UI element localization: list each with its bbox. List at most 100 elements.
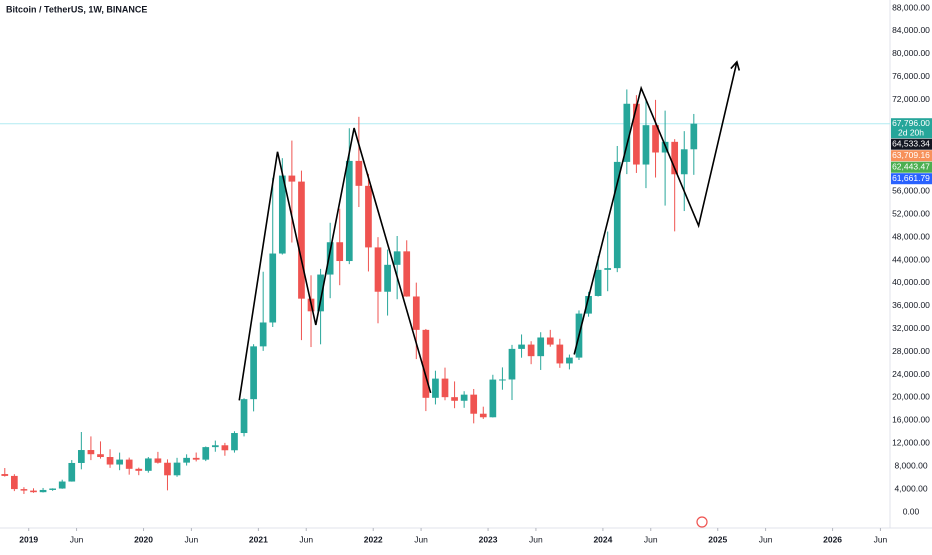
candle-body — [30, 490, 37, 493]
price-tag — [891, 138, 932, 150]
x-tick-label: 2023 — [479, 534, 498, 544]
x-tick-label: 2026 — [823, 534, 842, 544]
candle-body — [202, 447, 210, 460]
candle-body — [144, 458, 152, 471]
price-tag-label: 64,533.34 — [892, 138, 930, 148]
candle-body — [671, 141, 679, 175]
x-tick-label: 2024 — [593, 534, 612, 544]
candle-body — [317, 274, 324, 312]
y-tick-label: 80,000.00 — [892, 48, 930, 58]
candle-body — [527, 344, 535, 357]
candle-body — [135, 468, 143, 471]
candle-body — [432, 378, 439, 398]
candle-body — [623, 103, 631, 162]
x-tick-label: Jun — [299, 534, 313, 544]
candle-body — [326, 242, 334, 275]
candle-body — [652, 125, 659, 153]
candle-body — [269, 253, 277, 323]
countdown: 2d 20h — [898, 127, 924, 137]
candle-body — [259, 322, 267, 347]
candle-body — [470, 394, 478, 414]
candle-body — [642, 125, 650, 165]
price-tag-label: 63,709.16 — [892, 150, 930, 160]
candle-body — [39, 489, 47, 493]
candle-body — [20, 489, 28, 491]
candle-body — [1, 474, 9, 476]
candle-body — [566, 357, 573, 364]
y-tick-label: 12,000.00 — [892, 438, 930, 448]
x-tick-label: Jun — [414, 534, 428, 544]
y-tick-label: 40,000.00 — [892, 277, 930, 287]
x-tick-label: Jun — [70, 534, 84, 544]
price-tag — [891, 118, 932, 139]
x-tick-label: 2020 — [134, 534, 153, 544]
candle-body — [680, 149, 688, 175]
x-tick-label: Jun — [185, 534, 199, 544]
arrow-head — [730, 60, 741, 71]
y-tick-label: 0.00 — [903, 506, 920, 516]
candle-body — [231, 433, 238, 451]
candle-body — [613, 161, 621, 269]
candle-body — [154, 458, 162, 463]
x-tick-label: Jun — [759, 534, 773, 544]
candle-body — [594, 269, 602, 296]
event-icon[interactable] — [696, 516, 708, 528]
candle-body — [518, 344, 525, 349]
candle-body — [384, 264, 391, 292]
x-tick-label: 2021 — [249, 534, 268, 544]
price-tag — [891, 161, 932, 173]
y-tick-label: 52,000.00 — [892, 208, 930, 218]
x-tick-label: Jun — [874, 534, 888, 544]
candle-body — [441, 378, 449, 398]
price-tag-label: 67,796.00 — [892, 118, 930, 128]
x-tick-label: 2019 — [19, 534, 38, 544]
candle-body — [336, 242, 344, 262]
candle-body — [221, 445, 229, 451]
x-tick-label: Jun — [529, 534, 543, 544]
x-tick-label: Jun — [644, 534, 658, 544]
candle-body — [192, 457, 200, 460]
candle-body — [556, 344, 564, 364]
candle-body — [546, 337, 554, 345]
candle-body — [298, 181, 305, 299]
candle-body — [508, 348, 516, 380]
y-tick-label: 72,000.00 — [892, 94, 930, 104]
x-tick-label: 2022 — [364, 534, 383, 544]
y-tick-label: 16,000.00 — [892, 415, 930, 425]
trend-drawing — [238, 127, 432, 401]
x-tick-label: 2025 — [708, 534, 727, 544]
price-tag-label: 62,443.47 — [892, 161, 930, 171]
candle-body — [412, 296, 420, 330]
y-tick-label: 44,000.00 — [892, 254, 930, 264]
candle-body — [585, 295, 592, 314]
y-tick-label: 88,000.00 — [892, 2, 930, 12]
y-tick-label: 32,000.00 — [892, 323, 930, 333]
candle-body — [11, 475, 18, 490]
candle-body — [240, 399, 248, 434]
candle-body — [460, 394, 468, 401]
candle-body — [58, 481, 66, 489]
y-tick-label: 28,000.00 — [892, 346, 930, 356]
candle-body — [173, 462, 181, 476]
y-tick-label: 84,000.00 — [892, 25, 930, 35]
candle-body — [479, 413, 487, 418]
candle-body — [451, 397, 458, 401]
candle-body — [393, 251, 401, 265]
price-tag — [891, 173, 932, 185]
y-tick-label: 36,000.00 — [892, 300, 930, 310]
candle-body — [604, 268, 612, 270]
candle-body — [116, 459, 123, 465]
candle-body — [183, 457, 190, 463]
candle-body — [68, 462, 76, 482]
candle-body — [374, 247, 382, 292]
candle-body — [250, 346, 257, 400]
price-tag-label: 61,661.79 — [892, 173, 930, 183]
candle-body — [164, 462, 171, 476]
candle-body — [278, 175, 286, 254]
candle-body — [125, 459, 133, 469]
candle-body — [690, 123, 698, 150]
candle-body — [403, 251, 411, 297]
candle-body — [355, 160, 363, 186]
candle-body — [87, 450, 95, 455]
